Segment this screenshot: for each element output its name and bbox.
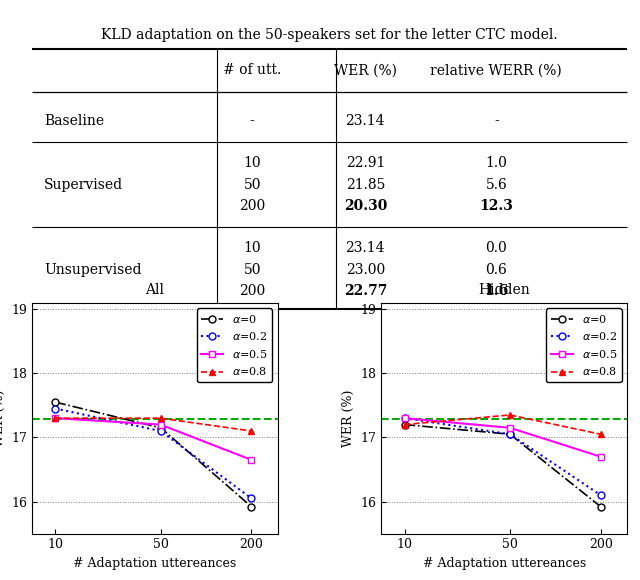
Text: 200: 200: [239, 199, 266, 213]
Text: 1.0: 1.0: [485, 157, 507, 171]
Text: Unsupervised: Unsupervised: [44, 263, 141, 277]
Text: 23.14: 23.14: [346, 114, 385, 128]
Text: 10: 10: [243, 241, 261, 255]
Text: Baseline: Baseline: [44, 114, 104, 128]
X-axis label: # Adaptation uttereances: # Adaptation uttereances: [422, 557, 586, 570]
Title: Hidden: Hidden: [478, 284, 530, 298]
Title: All: All: [145, 284, 164, 298]
Text: WER (%): WER (%): [334, 63, 397, 78]
Text: 22.77: 22.77: [344, 284, 387, 298]
Text: 23.14: 23.14: [346, 241, 385, 255]
Legend: $\alpha$=0, $\alpha$=0.2, $\alpha$=0.5, $\alpha$=0.8: $\alpha$=0, $\alpha$=0.2, $\alpha$=0.5, …: [546, 309, 621, 382]
Text: 0.0: 0.0: [485, 241, 507, 255]
Text: 200: 200: [239, 284, 266, 298]
Text: # of utt.: # of utt.: [223, 63, 282, 78]
Text: KLD adaptation on the 50-speakers set for the letter CTC model.: KLD adaptation on the 50-speakers set fo…: [101, 28, 558, 42]
Text: 1.6: 1.6: [484, 284, 508, 298]
Y-axis label: WER (%): WER (%): [342, 390, 355, 447]
Text: 21.85: 21.85: [346, 177, 385, 191]
Text: 12.3: 12.3: [479, 199, 513, 213]
Text: Supervised: Supervised: [44, 177, 123, 191]
Text: 20.30: 20.30: [344, 199, 387, 213]
Text: relative WERR (%): relative WERR (%): [430, 63, 562, 78]
X-axis label: # Adaptation uttereances: # Adaptation uttereances: [74, 557, 237, 570]
Text: 22.91: 22.91: [346, 157, 385, 171]
Text: -: -: [494, 114, 499, 128]
Text: 10: 10: [243, 157, 261, 171]
Text: 23.00: 23.00: [346, 263, 385, 277]
Text: 50: 50: [243, 263, 261, 277]
Text: 5.6: 5.6: [485, 177, 507, 191]
Y-axis label: WER (%): WER (%): [0, 390, 6, 447]
Text: 50: 50: [243, 177, 261, 191]
Text: -: -: [250, 114, 255, 128]
Legend: $\alpha$=0, $\alpha$=0.2, $\alpha$=0.5, $\alpha$=0.8: $\alpha$=0, $\alpha$=0.2, $\alpha$=0.5, …: [197, 309, 273, 382]
Text: 0.6: 0.6: [485, 263, 507, 277]
